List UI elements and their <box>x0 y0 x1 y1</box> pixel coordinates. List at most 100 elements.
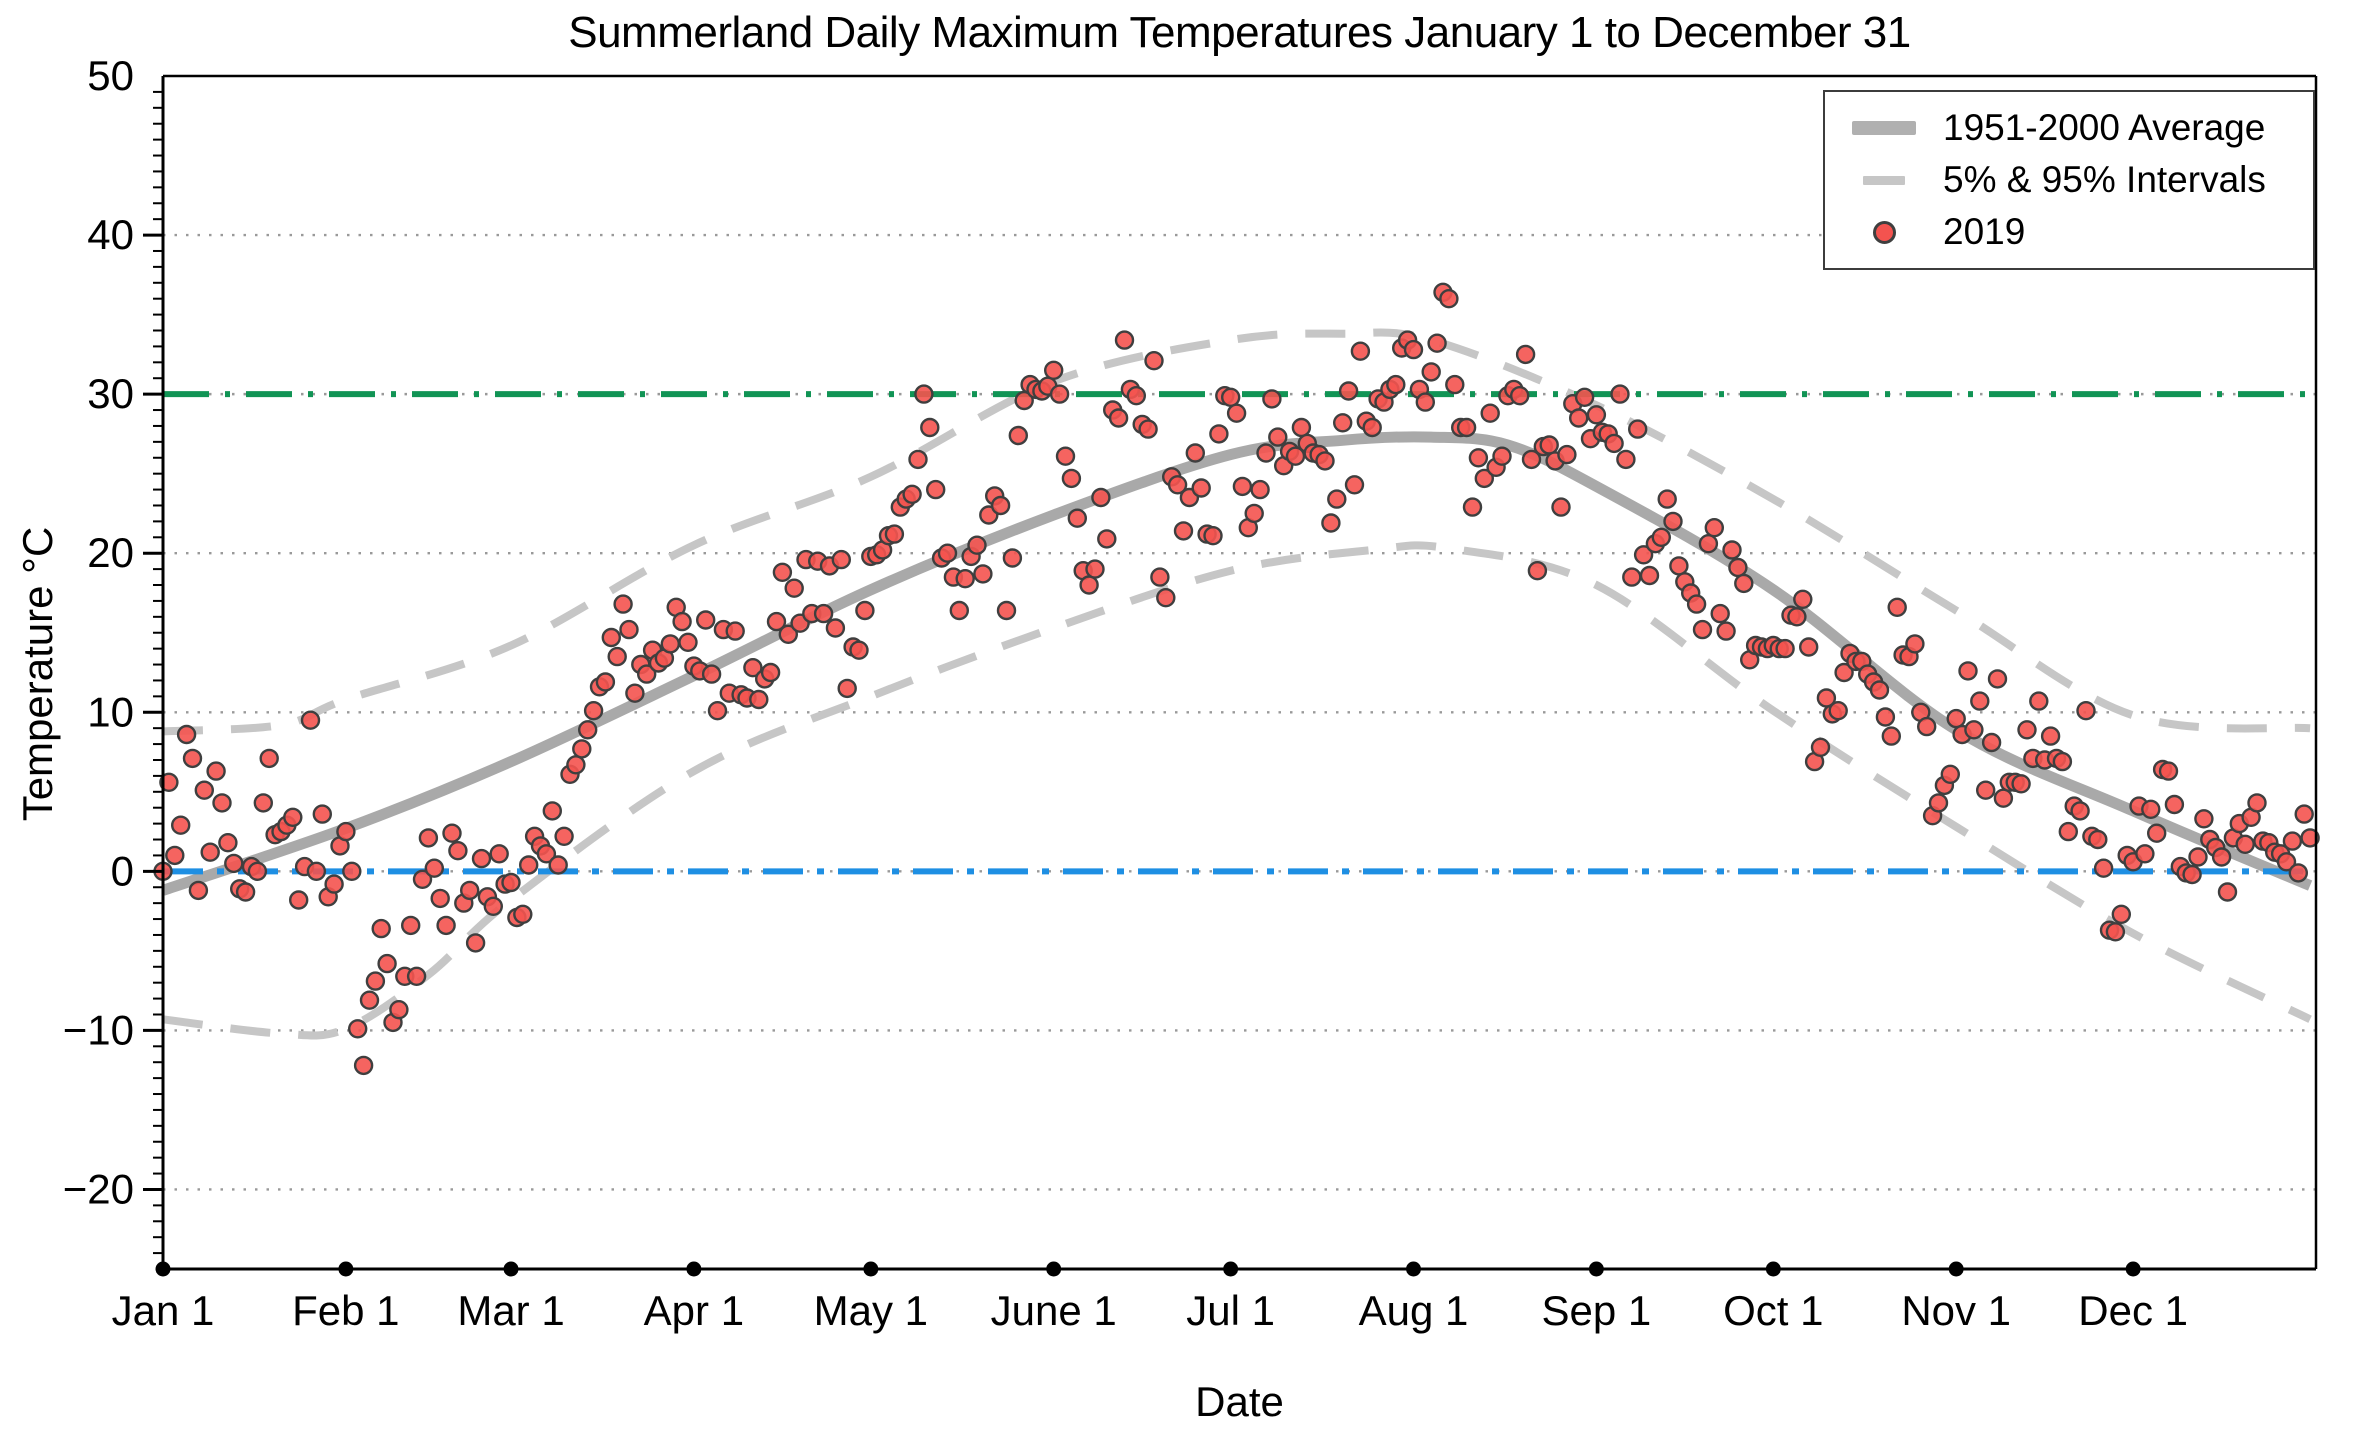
legend-label-intervals: 5% & 95% Intervals <box>1943 159 2266 200</box>
scatter-point <box>430 888 450 909</box>
y-tick-label: 10 <box>87 688 134 735</box>
scatter-point <box>1657 489 1677 509</box>
x-tick-label: Sep 1 <box>1541 1287 1651 1334</box>
month-dot <box>1223 1261 1239 1277</box>
red-dot-icon <box>1872 220 1896 244</box>
legend-item-intervals: 5% & 95% Intervals <box>1825 154 2313 206</box>
scatter-point <box>2146 823 2167 843</box>
scatter-point <box>1616 449 1636 470</box>
scatter-point <box>784 578 804 598</box>
x-tick-label: Jul 1 <box>1186 1287 1275 1334</box>
scatter-point <box>1521 449 1542 470</box>
scatter-point <box>696 610 716 630</box>
scatter-point <box>365 971 386 991</box>
scatter-point <box>542 801 562 821</box>
scatter-point <box>1191 478 1211 498</box>
scatter-point <box>1226 403 1247 423</box>
scatter-point <box>471 848 492 869</box>
scatter-point <box>424 858 444 878</box>
x-axis-label: Date <box>1195 1378 1284 1425</box>
month-dot <box>503 1261 519 1277</box>
scatter-point <box>1669 556 1689 576</box>
scatter-point <box>1627 419 1648 439</box>
scatter-point <box>253 793 273 813</box>
scatter-point <box>2111 904 2132 924</box>
scatter-point <box>1734 573 1754 594</box>
scatter-point <box>536 844 557 864</box>
scatter-point <box>489 844 509 864</box>
scatter-point <box>465 933 486 953</box>
month-dot <box>1765 1261 1781 1277</box>
month-dot <box>863 1261 879 1277</box>
scatter-point <box>926 479 946 500</box>
x-tick-label: Aug 1 <box>1359 1287 1469 1334</box>
scatter-point <box>1315 451 1335 471</box>
legend-item-2019: 2019 <box>1825 206 2313 258</box>
scatter-point <box>513 904 533 924</box>
scatter-point <box>678 632 698 652</box>
scatter-point <box>1156 588 1176 608</box>
scatter-point <box>300 710 321 730</box>
scatter-point <box>1350 341 1371 361</box>
scatter-point <box>937 543 958 563</box>
scatter-point <box>1722 540 1742 560</box>
scatter-point <box>1539 435 1559 455</box>
scatter-point <box>1622 567 1642 587</box>
scatter-point <box>902 484 922 504</box>
scatter-point <box>1327 489 1347 509</box>
scatter-point <box>1574 387 1595 407</box>
lower-5-interval-line <box>162 541 2312 1040</box>
scatter-point <box>235 882 256 902</box>
month-dot <box>1948 1261 1964 1277</box>
scatter-point <box>1928 793 1949 813</box>
scatter-point <box>1492 446 1512 466</box>
scatter-point <box>2217 882 2238 902</box>
scatter-point <box>377 953 397 974</box>
scatter-point <box>1338 381 1359 401</box>
scatter-point <box>1150 567 1170 587</box>
scatter-point <box>1421 362 1441 382</box>
scatter-point <box>548 855 568 875</box>
scatter-point <box>406 966 427 986</box>
scatter-point <box>1887 597 1907 617</box>
scatter-point <box>1209 424 1229 444</box>
y-axis-label: Temperature °C <box>14 526 61 822</box>
scatter-point <box>1834 662 1854 683</box>
scatter-point <box>1610 384 1630 404</box>
scatter-point <box>418 828 439 848</box>
scatter-point <box>2158 761 2179 781</box>
scatter-point <box>725 621 745 641</box>
scatter-point <box>1415 392 1436 412</box>
legend-item-average: 1951-2000 Average <box>1825 102 2313 154</box>
scatter-point <box>1557 444 1577 465</box>
legend-label-2019: 2019 <box>1943 211 2026 252</box>
month-dot <box>1406 1261 1422 1277</box>
x-tick-label: May 1 <box>814 1287 928 1334</box>
scatter-point <box>1439 289 1459 309</box>
scatter-point <box>749 689 769 710</box>
scatter-point <box>460 880 480 901</box>
scatter-point <box>2194 809 2214 829</box>
scatter-point <box>583 701 604 721</box>
scatter-point <box>1775 638 1795 659</box>
scatter-point <box>442 823 462 843</box>
x-tick-label: Oct 1 <box>1723 1287 1823 1334</box>
scatter-point <box>1067 508 1088 528</box>
scatter-point <box>212 793 232 813</box>
scatter-point <box>1975 780 1996 800</box>
scatter-point <box>1940 764 1961 784</box>
scatter-point <box>973 564 993 584</box>
scatter-point <box>165 845 185 866</box>
scatter-point <box>1108 408 1129 428</box>
scatter-point <box>701 664 722 684</box>
scatter-point <box>188 880 209 901</box>
scatter-point <box>1008 425 1028 446</box>
x-tick-label: Mar 1 <box>457 1287 564 1334</box>
x-tick-label: Feb 1 <box>292 1287 399 1334</box>
scatter-point <box>1427 333 1447 353</box>
scatter-point <box>247 861 268 881</box>
scatter-point <box>306 861 327 881</box>
x-tick-label: June 1 <box>991 1287 1117 1334</box>
scatter-point <box>1692 619 1713 640</box>
average-1951-2000-line <box>161 431 2313 896</box>
